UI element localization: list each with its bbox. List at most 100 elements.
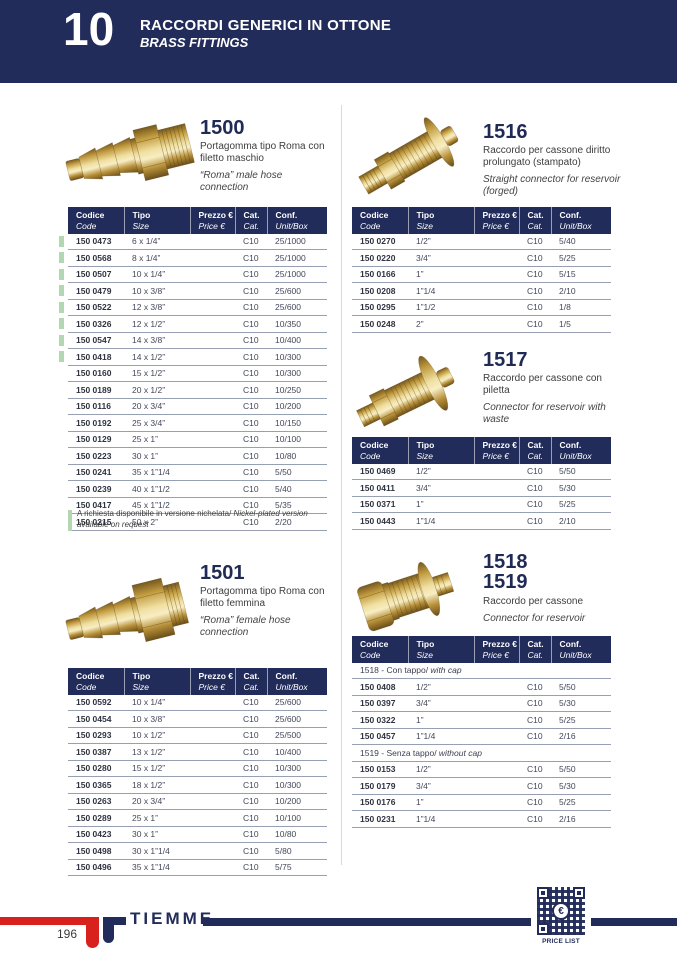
chapter-titles: RACCORDI GENERICI IN OTTONE BRASS FITTIN… [140, 17, 391, 50]
price-table-1500: Codice Code Tipo Size Prezzo € Price € Cat.… [59, 207, 327, 531]
nickel-version-marker [59, 252, 64, 264]
nickel-version-marker [59, 235, 64, 247]
table-row: 150 0387 13 x 1/2” C10 10/400 [68, 743, 327, 761]
table-row: 150 0189 20 x 1/2” C10 10/250 [68, 381, 327, 399]
table-row: 150 0479 10 x 3/8” C10 25/600 [59, 282, 327, 300]
table-row: 150 0192 25 x 3/4” C10 10/150 [68, 414, 327, 432]
table-row: 150 0469 1/2” C10 5/50 [352, 463, 611, 481]
table-header-row: Codice Code Tipo Size Prezzo € Price € Cat.… [352, 636, 611, 663]
product-photo-1518-1519-reservoir-connector [357, 561, 455, 632]
table-row: 150 0129 25 x 1” C10 10/100 [68, 431, 327, 449]
table-row: 150 0443 1”1/4 C10 2/10 [352, 512, 611, 530]
chapter-title-italian: RACCORDI GENERICI IN OTTONE [140, 17, 392, 34]
price-table-1516: Codice Code Tipo Size Prezzo € Price € Cat.… [352, 207, 611, 333]
product-photo-1500-brass-hose-fitting [65, 123, 195, 182]
product-desc-en-1501: “Roma” female hose connection [200, 614, 291, 638]
table-row: 150 0166 1” C10 5/15 [352, 266, 611, 284]
price-table-1517: Codice Code Tipo Size Prezzo € Price € Cat.… [352, 437, 611, 530]
table-row: 150 0215 50 x 2” C10 2/20 [68, 513, 327, 531]
table-row: 150 0295 1”1/2 C10 1/8 [352, 299, 611, 317]
product-code-1518: 1518 [483, 551, 528, 573]
tiemme-logo-red-elbow [86, 917, 99, 948]
table-row: 150 0231 1”1/4 C10 2/16 [352, 810, 611, 828]
table-row: 150 0397 3/4” C10 5/30 [352, 695, 611, 713]
tiemme-logo-navy-elbow [103, 917, 114, 943]
table-row: 150 0418 14 x 1/2” C10 10/300 [59, 348, 327, 366]
table-header-row: Codice Code Tipo Size Prezzo € Price € Cat.… [68, 207, 327, 234]
chapter-banner: 10 RACCORDI GENERICI IN OTTONE BRASS FIT… [0, 0, 677, 83]
table-row: 150 0411 3/4” C10 5/30 [352, 479, 611, 497]
table-row: 150 0160 15 x 1/2” C10 10/300 [68, 365, 327, 383]
table-subheader-row: 1519 - Senza tappo/ without cap [352, 744, 611, 762]
tiemme-logo-red-pipe [0, 917, 99, 925]
table-row: 150 0322 1” C10 5/25 [352, 711, 611, 729]
qr-code: € [537, 887, 585, 935]
qr-label: PRICE LIST [542, 938, 580, 945]
table-row: 150 0176 1” C10 5/25 [352, 794, 611, 812]
table-row: 150 0326 12 x 1/2” C10 10/350 [59, 315, 327, 333]
product-code-1516: 1516 [483, 121, 528, 143]
table-row: 150 0293 10 x 1/2” C10 25/500 [68, 727, 327, 745]
product-photo-1516-reservoir-connector [358, 117, 459, 195]
table-header-row: Codice Code Tipo Size Prezzo € Price € Cat.… [68, 668, 327, 695]
product-photo-1517-reservoir-connector-waste [356, 355, 455, 428]
table-row: 150 0239 40 x 1”1/2 C10 5/40 [68, 480, 327, 498]
table-row: 150 0498 30 x 1”1/4 C10 5/80 [68, 842, 327, 860]
table-row: 150 0241 35 x 1”1/4 C10 5/50 [68, 464, 327, 482]
nickel-version-marker [59, 268, 64, 280]
nickel-version-marker [59, 318, 64, 330]
chapter-title-english: BRASS FITTINGS [140, 35, 249, 50]
product-code-1501: 1501 [200, 562, 245, 584]
table-row: 150 0263 20 x 3/4” C10 10/200 [68, 793, 327, 811]
qr-finder-icon [537, 923, 549, 935]
page-number: 196 [57, 927, 78, 941]
product-desc-it-1516: Raccordo per cassone diritto prolungato … [483, 145, 611, 169]
product-header-1516: 1516 Raccordo per cassone diritto prolun… [483, 122, 623, 198]
product-desc-en-1517: Connector for reservoir with waste [483, 401, 606, 425]
product-photo-1501-brass-hose-fitting [65, 577, 190, 643]
product-header-1518-1519: 1518 1519 Raccordo per cassone Connector… [483, 552, 628, 624]
table-row: 150 0280 15 x 1/2” C10 10/300 [68, 760, 327, 778]
table-row: 150 0179 3/4” C10 5/30 [352, 777, 611, 795]
table-row: 150 0208 1”1/4 C10 2/10 [352, 282, 611, 300]
footer-navy-rule [203, 918, 677, 926]
qr-finder-icon [537, 887, 549, 899]
nickel-version-marker [59, 301, 64, 313]
table-row: 150 0473 6 x 1/4” C10 25/1000 [59, 233, 327, 251]
table-subheader-row: 1518 - Con tappo/ with cap [352, 662, 611, 680]
table-row: 150 0423 30 x 1” C10 10/80 [68, 826, 327, 844]
table-row: 150 0568 8 x 1/4” C10 25/1000 [59, 249, 327, 267]
nickel-version-marker [59, 334, 64, 346]
table-row: 150 0454 10 x 3/8” C10 25/600 [68, 710, 327, 728]
table-row: 150 0223 30 x 1” C10 10/80 [68, 447, 327, 465]
product-desc-it-1500: Portagomma tipo Roma con filetto maschio [200, 141, 325, 165]
table-row: 150 0408 1/2” C10 5/50 [352, 678, 611, 696]
note-green-bar [68, 510, 72, 531]
chapter-number: 10 [63, 3, 115, 55]
table-row: 150 0547 14 x 3/8” C10 10/400 [59, 332, 327, 350]
nickel-plated-note: A richiesta disponibile in versione nich… [68, 509, 339, 531]
table-header-row: Codice Code Tipo Size Prezzo € Price € Cat.… [352, 207, 611, 234]
product-header-1517: 1517 Raccordo per cassone con piletta Co… [483, 350, 628, 426]
nickel-version-marker [59, 351, 64, 363]
price-list-qr-block: € PRICE LIST [531, 883, 591, 955]
euro-icon: € [552, 902, 570, 920]
product-code-1519: 1519 [483, 571, 528, 594]
product-desc-en-1516: Straight connector for reservoir (forged… [483, 173, 621, 197]
product-header-1501: 1501 Portagomma tipo Roma con filetto fe… [200, 563, 335, 639]
price-table-1518-1519: Codice Code Tipo Size Prezzo € Price € Cat.… [352, 636, 611, 828]
table-row: 150 0270 1/2” C10 5/40 [352, 233, 611, 251]
product-desc-en-1518-1519: Connector for reservoir [483, 612, 586, 624]
column-divider [341, 105, 342, 865]
table-header-row: Codice Code Tipo Size Prezzo € Price € Cat.… [352, 437, 611, 464]
table-row: 150 0522 12 x 3/8” C10 25/600 [59, 299, 327, 317]
tiemme-brand-text: TIEMME [130, 909, 215, 928]
product-header-1500: 1500 Portagomma tipo Roma con filetto ma… [200, 118, 330, 194]
table-row: 150 0457 1”1/4 C10 2/16 [352, 728, 611, 746]
product-desc-it-1501: Portagomma tipo Roma con filetto femmina [200, 586, 325, 610]
table-row: 150 0365 18 x 1/2” C10 10/300 [68, 776, 327, 794]
qr-finder-icon [573, 887, 585, 899]
product-desc-it-1518-1519: Raccordo per cassone [483, 595, 584, 607]
product-desc-it-1517: Raccordo per cassone con piletta [483, 373, 602, 397]
